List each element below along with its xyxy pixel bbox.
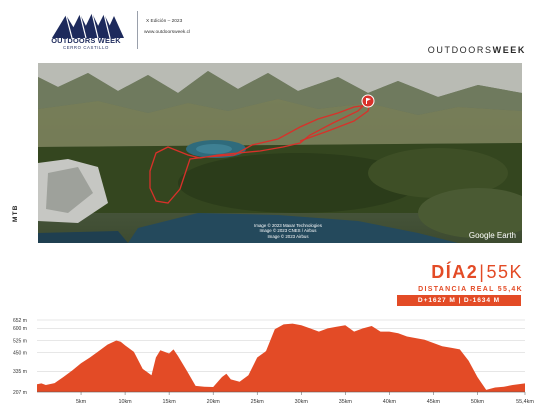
y-tick-label: 600 m bbox=[13, 326, 27, 332]
x-tick-label: 55,4km bbox=[516, 399, 534, 405]
header-divider bbox=[137, 11, 138, 49]
discipline-label: MTB bbox=[12, 204, 19, 222]
y-tick-label: 450 m bbox=[13, 350, 27, 356]
header-brand-right: OUTDOORSWEEK bbox=[428, 45, 526, 55]
website-link[interactable]: www.outdoorsweek.cl bbox=[144, 30, 191, 35]
y-tick-label: 525 m bbox=[13, 338, 27, 344]
x-tick-label: 20km bbox=[207, 399, 221, 405]
day-distance: 55K bbox=[486, 262, 523, 282]
real-distance: DISTANCIA REAL 55,4K bbox=[418, 286, 523, 293]
elevation-profile-svg: 207 m 335 m 450 m 525 m 600 m 652 m 5km 10km 15k… bbox=[13, 318, 534, 405]
x-tick-label: 45km bbox=[427, 399, 441, 405]
map-attribution: Image © 2023 Maxar Technologies Image © … bbox=[218, 223, 358, 239]
edition-text: X Edición – 2023 bbox=[146, 19, 183, 24]
x-tick-label: 5km bbox=[76, 399, 87, 405]
elevation-badge: D+1627 M | D-1634 M bbox=[397, 295, 521, 306]
google-earth-logo: Google Earth bbox=[468, 231, 516, 240]
x-tick-label: 35km bbox=[339, 399, 353, 405]
brand-logo bbox=[44, 10, 134, 52]
brand-name: OUTDOORS WEEK bbox=[51, 36, 121, 45]
brand-subtitle: CERRO CASTILLO bbox=[63, 45, 109, 50]
attribution-line: Image © 2023 Maxar Technologies bbox=[254, 223, 322, 228]
x-tick-label: 40km bbox=[383, 399, 397, 405]
brand-right-light: OUTDOORS bbox=[427, 45, 493, 55]
y-tick-label: 335 m bbox=[13, 369, 27, 375]
finish-flag-pin-icon[interactable] bbox=[361, 94, 375, 108]
map-image bbox=[38, 63, 522, 243]
brand-right-bold: WEEK bbox=[492, 45, 526, 55]
x-tick-label: 30km bbox=[295, 399, 309, 405]
x-tick-label: 10km bbox=[118, 399, 132, 405]
attribution-line: Image © 2023 Airbus bbox=[267, 233, 309, 239]
satellite-map[interactable]: Image © 2023 Maxar Technologies Image © … bbox=[38, 63, 522, 243]
day-title: DÍA2|55K bbox=[431, 262, 523, 283]
day-separator: | bbox=[479, 262, 486, 282]
y-tick-label: 652 m bbox=[13, 318, 27, 324]
x-tick-label: 50km bbox=[471, 399, 485, 405]
day-label: DÍA2 bbox=[431, 262, 479, 282]
x-tick-label: 15km bbox=[163, 399, 177, 405]
y-tick-label: 207 m bbox=[13, 390, 27, 396]
attribution-line: Image © 2023 CNES / Airbus bbox=[259, 228, 317, 234]
elevation-profile-chart: 207 m 335 m 450 m 525 m 600 m 652 m 5km 10km 15k… bbox=[0, 310, 543, 420]
x-tick-label: 25km bbox=[251, 399, 265, 405]
elevation-area bbox=[37, 323, 525, 392]
